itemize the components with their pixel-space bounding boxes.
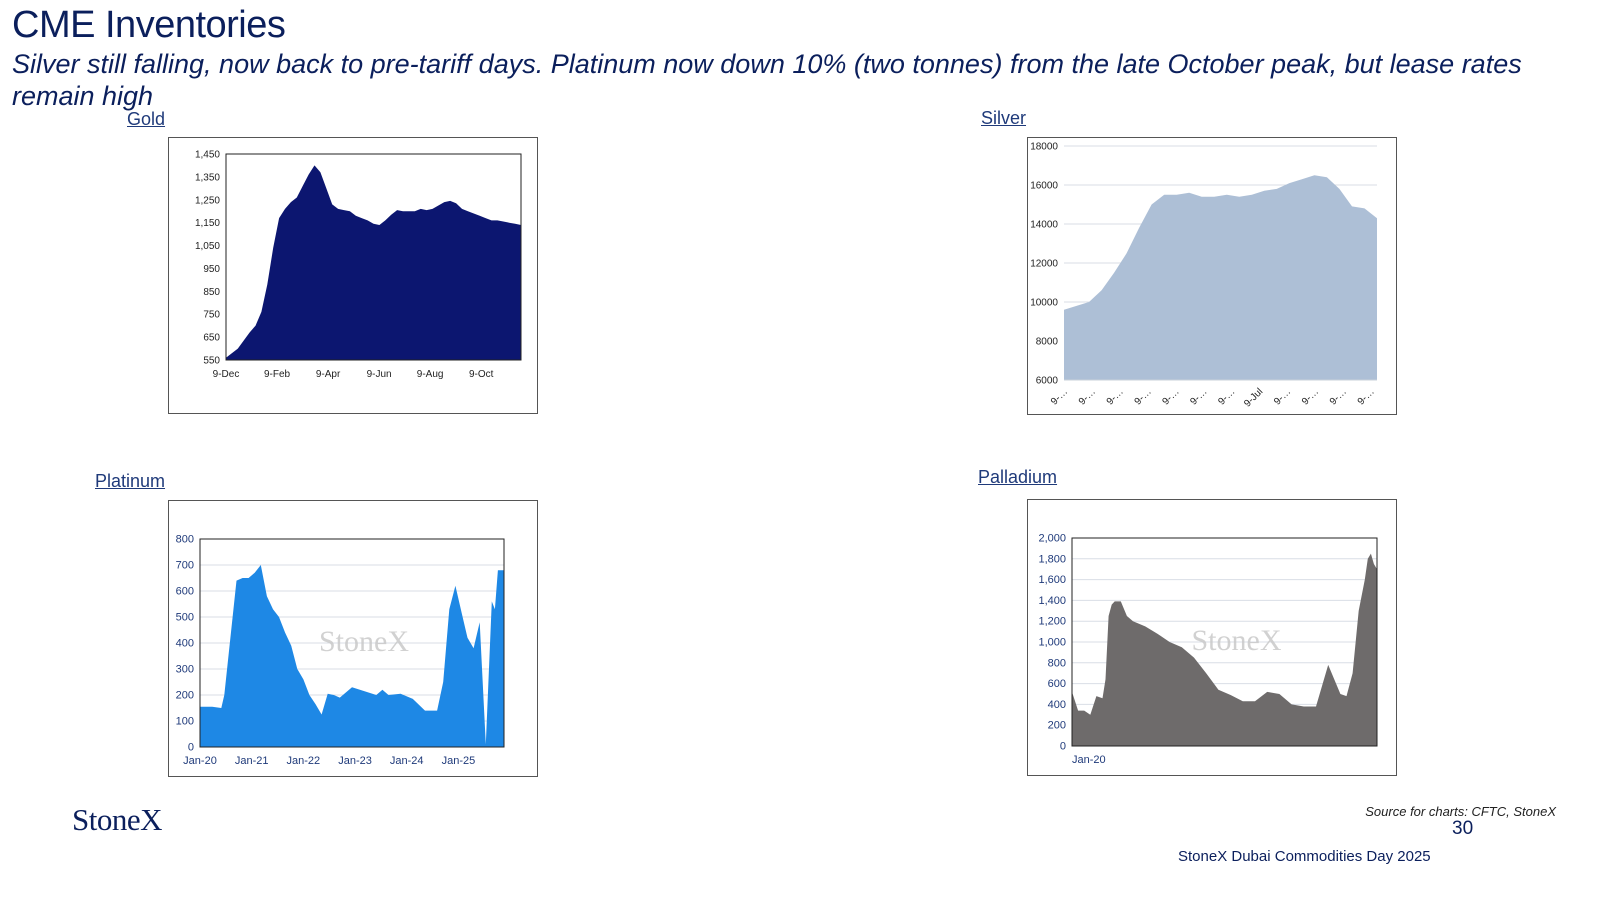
platinum-chart-svg: 800 700 600 500 400 300 200 100 0 StoneX Jan-20 Jan…: [176, 534, 505, 767]
palladium-y-tick-label: 2,000: [1038, 533, 1066, 545]
stonex-logo: StoneX: [72, 802, 163, 837]
source-note: Source for charts: CFTC, StoneX: [1365, 804, 1556, 819]
silver-y-tick-label: 14000: [1030, 220, 1058, 231]
gold-y-tick-label: 1,050: [195, 241, 220, 252]
palladium-plot-border: [1071, 537, 1378, 747]
gold-y-tick-label: 850: [203, 287, 220, 298]
gold-y-tick-label: 1,150: [195, 218, 220, 229]
silver-x-tick-label: 9-…: [1105, 386, 1126, 407]
palladium-x-tick-label: Jan-20: [1072, 754, 1106, 766]
gold-x-tick-label: 9-Aug: [417, 369, 444, 380]
silver-x-tick-label: 9-…: [1161, 386, 1182, 407]
palladium-y-tick-label: 400: [1048, 699, 1066, 711]
palladium-y-tick-label: 1,000: [1038, 637, 1066, 649]
silver-y-tick-label: 10000: [1030, 298, 1058, 309]
silver-y-tick-label: 8000: [1036, 337, 1059, 348]
silver-x-tick-label: 9-…: [1077, 386, 1098, 407]
platinum-x-tick-label: Jan-21: [235, 755, 269, 767]
silver-x-tick-label: 9-…: [1188, 386, 1209, 407]
platinum-y-tick-label: 100: [176, 716, 194, 728]
platinum-x-tick-label: Jan-23: [338, 755, 372, 767]
page-subtitle: Silver still falling, now back to pre-ta…: [12, 49, 1522, 111]
silver-x-tick-label: 9-…: [1133, 386, 1154, 407]
gold-y-tick-label: 550: [203, 356, 220, 367]
gold-x-tick-label: 9-Jun: [367, 369, 392, 380]
silver-x-tick-label: 9-…: [1328, 386, 1349, 407]
platinum-y-tick-label: 400: [176, 638, 194, 650]
palladium-y-tick-label: 600: [1048, 678, 1066, 690]
platinum-y-tick-label: 200: [176, 690, 194, 702]
silver-x-tick-label: 9-…: [1272, 386, 1293, 407]
palladium-series-area: [1072, 553, 1377, 746]
platinum-y-tick-label: 300: [176, 664, 194, 676]
palladium-chart: 2,000 1,800 1,600 1,400 1,200 1,000 800 600 400 2…: [1027, 499, 1397, 776]
gold-y-tick-label: 1,450: [195, 150, 220, 161]
gold-plot-border: [225, 153, 522, 361]
silver-y-tick-label: 12000: [1030, 259, 1058, 270]
platinum-x-tick-label: Jan-22: [287, 755, 321, 767]
silver-x-tick-label: 9-…: [1356, 386, 1377, 407]
silver-x-tick-label: 9-…: [1216, 386, 1237, 407]
palladium-chart-svg: 2,000 1,800 1,600 1,400 1,200 1,000 800 600 400 2…: [1038, 533, 1378, 766]
platinum-x-tick-label: Jan-20: [183, 755, 217, 767]
silver-y-tick-label: 6000: [1036, 376, 1059, 387]
gold-chart-svg: 1,450 1,350 1,250 1,150 1,050 950 850 750 650 550…: [195, 150, 522, 380]
platinum-x-tick-label: Jan-24: [390, 755, 424, 767]
gold-y-tick-label: 950: [203, 264, 220, 275]
gold-series-area: [226, 165, 521, 360]
palladium-y-tick-label: 200: [1048, 720, 1066, 732]
platinum-y-tick-label: 800: [176, 534, 194, 546]
gold-x-tick-label: 9-Apr: [316, 369, 341, 380]
silver-x-tick-label: 9-…: [1300, 386, 1321, 407]
platinum-series-area: [200, 565, 504, 747]
palladium-y-tick-label: 1,200: [1038, 616, 1066, 628]
platinum-chart: 800 700 600 500 400 300 200 100 0 StoneX Jan-20 Jan…: [168, 500, 538, 777]
palladium-y-tick-label: 0: [1060, 741, 1066, 753]
platinum-plot-border: [199, 538, 505, 748]
silver-chart-label: Silver: [981, 108, 1027, 128]
gold-y-tick-label: 1,250: [195, 195, 220, 206]
gold-chart: 1,450 1,350 1,250 1,150 1,050 950 850 750 650 550…: [168, 137, 538, 414]
palladium-y-tick-label: 1,600: [1038, 574, 1066, 586]
platinum-y-tick-label: 500: [176, 612, 194, 624]
silver-series-area: [1064, 175, 1377, 380]
platinum-y-tick-label: 0: [188, 742, 194, 754]
gold-chart-label: Gold: [127, 109, 166, 129]
platinum-x-tick-label: Jan-25: [442, 755, 476, 767]
platinum-y-tick-label: 700: [176, 560, 194, 572]
silver-y-tick-label: 16000: [1030, 181, 1058, 192]
gold-x-tick-label: 9-Oct: [469, 369, 494, 380]
palladium-chart-label: Palladium: [978, 467, 1058, 487]
page-title: CME Inventories: [12, 4, 286, 46]
gold-x-tick-label: 9-Dec: [213, 369, 240, 380]
palladium-y-tick-label: 1,800: [1038, 553, 1066, 565]
platinum-watermark: StoneX: [319, 625, 409, 658]
palladium-y-tick-label: 1,400: [1038, 595, 1066, 607]
gold-y-tick-label: 650: [203, 333, 220, 344]
event-footer: StoneX Dubai Commodities Day 2025: [1178, 848, 1431, 865]
platinum-chart-label: Platinum: [95, 471, 166, 491]
palladium-y-tick-label: 800: [1048, 657, 1066, 669]
silver-x-tick-label: 9-…: [1049, 386, 1070, 407]
gold-x-tick-label: 9-Feb: [264, 369, 291, 380]
platinum-y-tick-label: 600: [176, 586, 194, 598]
gold-y-tick-label: 750: [203, 310, 220, 321]
gold-y-tick-label: 1,350: [195, 172, 220, 183]
silver-chart: 18000 16000 14000 12000 10000 8000 6000 9-… 9-… 9…: [1027, 137, 1397, 415]
silver-x-tick-label: 9-Jul: [1242, 386, 1265, 409]
silver-y-tick-label: 18000: [1030, 142, 1058, 153]
page-number: 30: [1452, 818, 1474, 839]
palladium-watermark: StoneX: [1192, 624, 1282, 657]
